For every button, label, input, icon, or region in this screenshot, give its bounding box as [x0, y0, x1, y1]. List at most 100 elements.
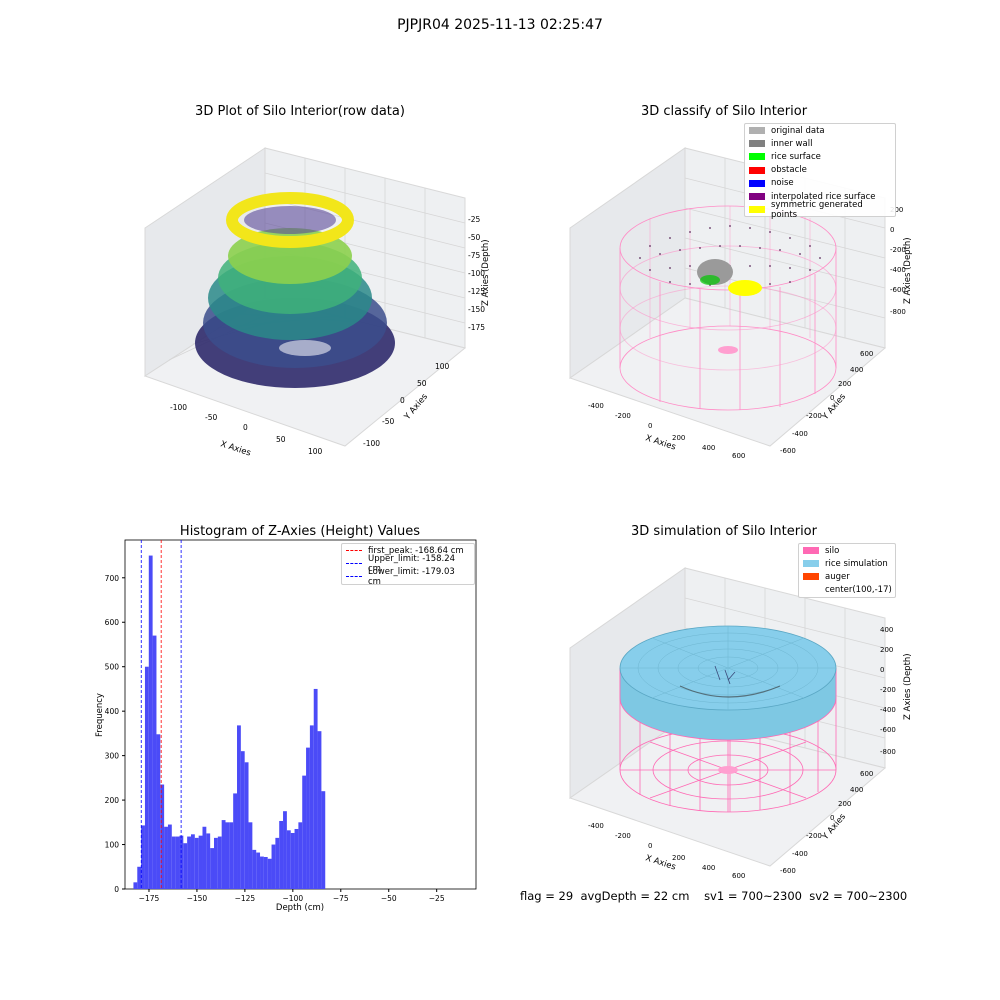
svg-text:-50: -50: [468, 233, 480, 242]
svg-text:-75: -75: [468, 251, 480, 260]
svg-text:0: 0: [400, 396, 405, 405]
histogram-bar: [244, 762, 249, 889]
histogram-bar: [321, 791, 326, 889]
figure-suptitle: PJPJR04 2025-11-13 02:25:47: [397, 17, 603, 33]
histogram-bar: [190, 834, 195, 889]
simulation-floor-pane: [568, 717, 887, 867]
histogram-bar: [175, 836, 180, 889]
histogram-bar: [171, 836, 176, 889]
histogram-ytick-label: 100: [105, 841, 120, 850]
legend-item-rice-simulation: rice simulation: [799, 557, 895, 570]
status-sv1: sv1 = 700~2300: [704, 889, 802, 903]
histogram-yticks: 0 100 200 300 400 500 600 700: [105, 574, 125, 894]
histogram-xtick-label: −175: [139, 894, 160, 903]
classify-ztick-labels: 200 0 -200 -400 -600 -800: [890, 206, 906, 316]
legend-item-noise: noise: [745, 177, 895, 190]
status-sv2: sv2 = 700~2300: [809, 889, 908, 903]
simulation-3d-axes[interactable]: -400 -200 0 200 400 600 X Axies -600 -40…: [560, 548, 930, 888]
histogram-ytick-label: 500: [105, 663, 120, 672]
svg-text:200: 200: [838, 800, 851, 808]
svg-text:100: 100: [435, 362, 450, 371]
svg-text:400: 400: [850, 366, 863, 374]
svg-text:200: 200: [838, 380, 851, 388]
histogram-bar: [317, 731, 322, 889]
histogram-title: Histogram of Z-Axies (Height) Values: [179, 524, 421, 539]
histogram-bar: [160, 784, 165, 889]
raw-plot-title: 3D Plot of Silo Interior(row data): [195, 104, 405, 119]
svg-text:600: 600: [732, 452, 745, 460]
svg-text:-50: -50: [205, 413, 217, 422]
svg-text:-400: -400: [792, 850, 808, 858]
histogram-chart[interactable]: −175 −150 −125 −100 −75 −50 −25 0 100 200 300 400 5…: [80, 530, 500, 920]
histogram-ytick-label: 600: [105, 618, 120, 627]
raw-3d-axes[interactable]: -100 -50 0 50 100 X Axies -100 -50 0 50 …: [130, 128, 500, 468]
svg-text:-200: -200: [615, 412, 631, 420]
histogram-bar: [260, 856, 264, 889]
histogram-bar: [213, 837, 218, 889]
svg-text:-800: -800: [880, 748, 896, 756]
histogram-bar: [156, 734, 161, 889]
raw-zlabel: Z Axies (Depth): [481, 239, 491, 306]
simulation-xtick-labels: -400 -200 0 200 400 600: [588, 822, 745, 880]
histogram-xlabel: Depth (cm): [276, 903, 324, 913]
histogram-bar: [217, 836, 222, 889]
histogram-bar: [302, 775, 307, 889]
svg-text:0: 0: [890, 226, 894, 234]
status-flag: flag = 29: [520, 889, 574, 903]
svg-text:-200: -200: [880, 686, 896, 694]
histogram-ytick-label: 300: [105, 752, 120, 761]
classify-symmetric-points-cluster: [728, 280, 762, 296]
histogram-bar: [144, 666, 149, 889]
svg-text:0: 0: [648, 842, 652, 850]
histogram-legend: first_peak: -168.64 cm Upper_limit: -158…: [341, 543, 475, 587]
svg-text:50: 50: [276, 435, 286, 444]
svg-text:0: 0: [880, 666, 884, 674]
simulation-ytick-labels: -600 -400 -200 0 200 400 600: [780, 770, 873, 875]
svg-text:0: 0: [243, 423, 248, 432]
histogram-xtick-label: −75: [333, 894, 349, 903]
histogram-bar: [263, 856, 268, 889]
histogram-bar: [283, 811, 287, 889]
legend-item-lower-limit: Lower_limit: -179.03 cm: [342, 567, 474, 587]
histogram-bar: [252, 849, 257, 889]
simulation-auger-marks: [714, 665, 736, 685]
histogram-bar: [279, 820, 284, 889]
histogram-bar: [298, 822, 303, 889]
histogram-bar: [187, 836, 191, 889]
histogram-bar: [240, 751, 245, 889]
histogram-bar: [152, 635, 157, 889]
svg-text:-150: -150: [468, 305, 485, 314]
raw-xlabel: X Axies: [219, 439, 252, 458]
classify-gridlines: [684, 158, 886, 338]
legend-item-original-data: original data: [745, 124, 895, 137]
histogram-bar: [313, 688, 318, 889]
svg-text:-800: -800: [890, 308, 906, 316]
simulation-rice-depression: [679, 685, 781, 698]
raw-xtick-labels: -100 -50 0 50 100: [170, 403, 323, 456]
histogram-bar: [202, 826, 207, 889]
svg-text:400: 400: [850, 786, 863, 794]
svg-text:600: 600: [860, 350, 873, 358]
simulation-zlabel: Z Axies (Depth): [903, 653, 913, 720]
svg-text:-400: -400: [588, 402, 604, 410]
simulation-legend: silo rice simulation auger center(100,-1…: [798, 543, 896, 598]
histogram-bar: [294, 828, 299, 889]
svg-text:600: 600: [860, 770, 873, 778]
legend-item-inner-wall: inner wall: [745, 137, 895, 150]
classify-3d-axes[interactable]: -400 -200 0 200 400 600 X Axies -600 -40…: [560, 128, 930, 468]
histogram-xticks: −175 −150 −125 −100 −75 −50 −25: [139, 889, 445, 903]
classify-floor-pane: [568, 297, 887, 447]
histogram-bar: [309, 725, 314, 889]
histogram-bar: [290, 832, 295, 889]
histogram-xtick-label: −50: [381, 894, 397, 903]
svg-text:-400: -400: [792, 430, 808, 438]
histogram-ytick-label: 0: [114, 885, 119, 894]
histogram-bar: [194, 837, 199, 889]
svg-text:400: 400: [880, 626, 893, 634]
histogram-bar: [225, 822, 230, 889]
svg-text:-50: -50: [382, 417, 394, 426]
svg-text:-600: -600: [780, 447, 796, 455]
histogram-ytick-label: 700: [105, 574, 120, 583]
svg-text:100: 100: [308, 447, 323, 456]
svg-text:-600: -600: [890, 286, 906, 294]
